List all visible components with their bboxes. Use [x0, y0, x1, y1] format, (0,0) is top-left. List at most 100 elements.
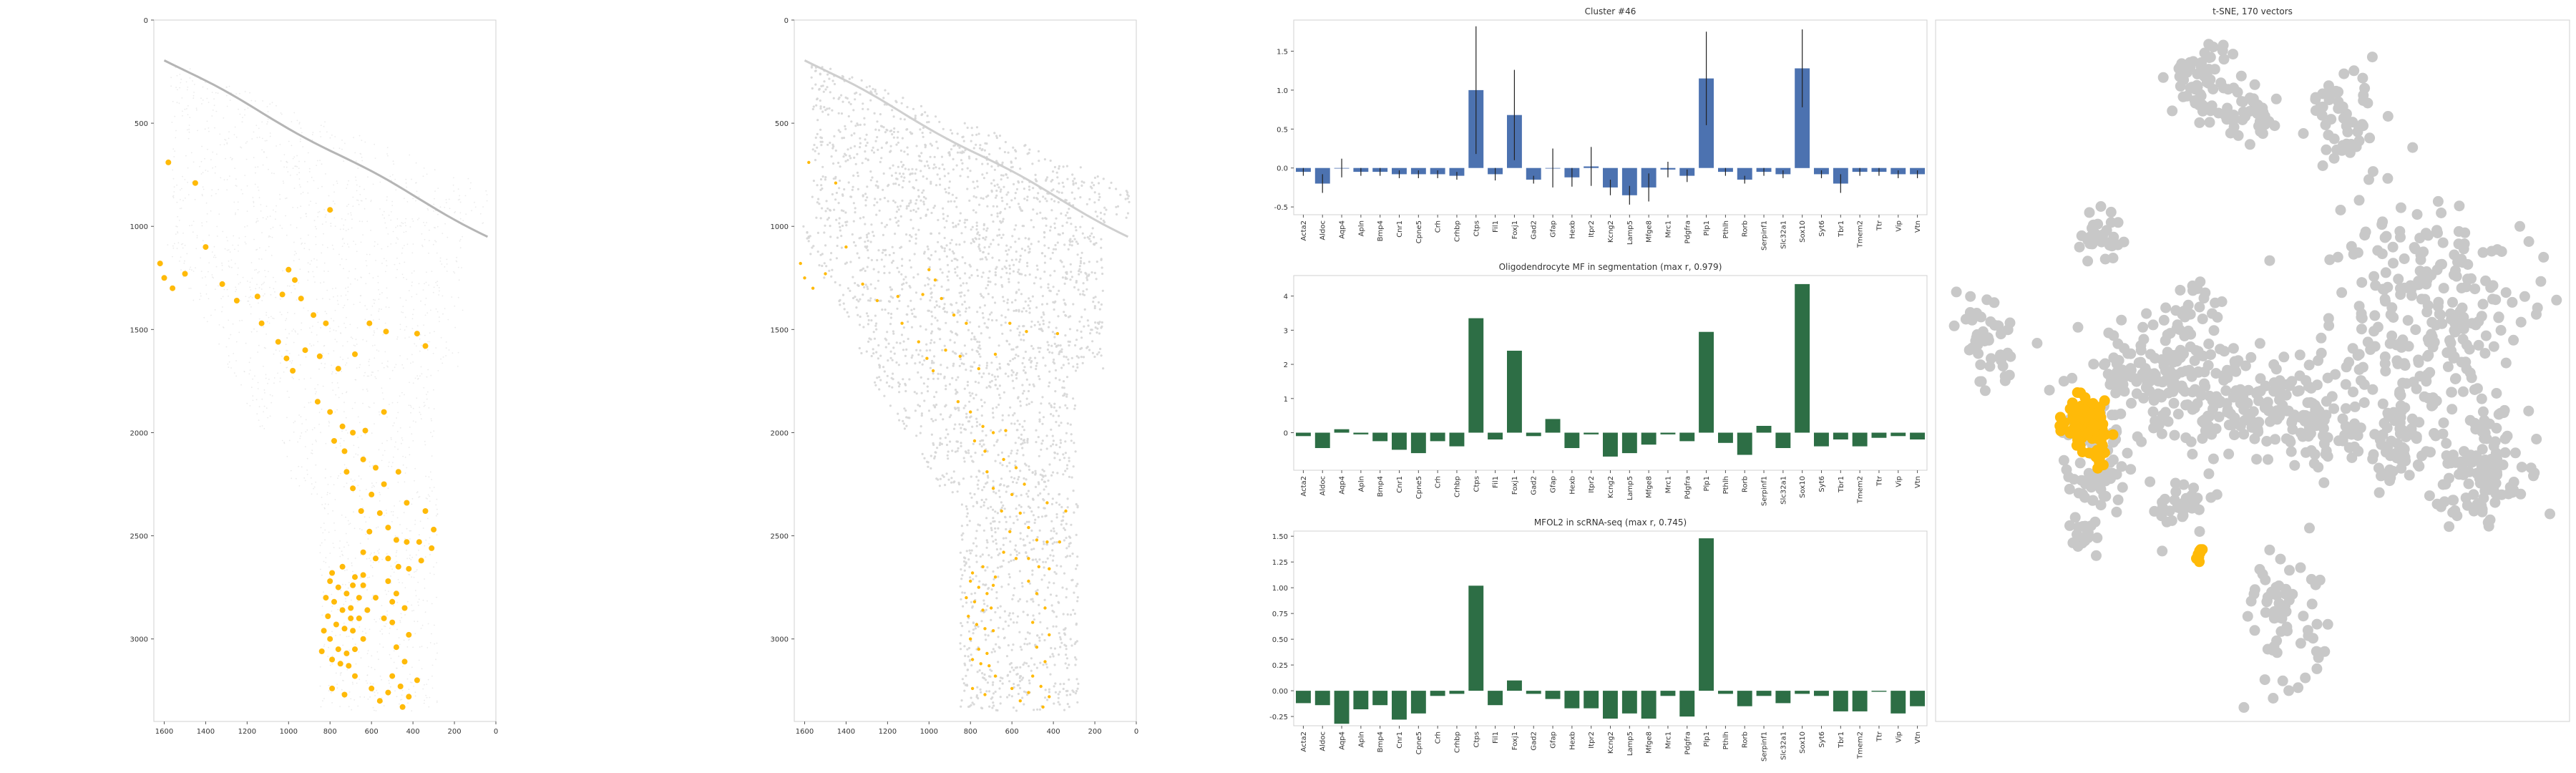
- tsne-point: [2044, 384, 2055, 396]
- tsne-point: [2318, 430, 2328, 442]
- tsne-point: [2253, 395, 2265, 407]
- tsne-point: [2424, 490, 2435, 502]
- tsne-point: [2207, 453, 2219, 465]
- tsne-point: [1951, 286, 1962, 298]
- tsne-point: [2194, 117, 2205, 128]
- x-tick-label: Foxj1: [1511, 220, 1519, 239]
- highlight-point: [834, 181, 838, 185]
- tsne-point: [2416, 450, 2427, 462]
- x-tick-label: 1000: [920, 728, 938, 736]
- tsne-point: [2392, 358, 2404, 369]
- tsne-point: [2396, 462, 2407, 474]
- tsne-point: [2358, 95, 2369, 106]
- tsne-point: [2507, 296, 2518, 308]
- tsne-point: [2156, 392, 2167, 403]
- y-tick-label: 1.0: [1277, 87, 1288, 95]
- highlight-point: [958, 354, 962, 358]
- bar: [1353, 432, 1369, 434]
- tsne-point: [2353, 135, 2365, 147]
- tsne-point: [2222, 372, 2233, 384]
- y-tick-label: 0.50: [1272, 636, 1288, 644]
- tsne-point: [2306, 413, 2318, 424]
- tsne-point: [2278, 351, 2290, 363]
- x-tick-label: Apln: [1357, 476, 1365, 492]
- y-tick-label: 0.75: [1272, 611, 1288, 618]
- tsne-point: [2333, 435, 2344, 447]
- highlight-point: [991, 583, 995, 587]
- x-tick-label: Tbr1: [1838, 476, 1845, 493]
- scrnaseq-bar-chart: MFOL2 in scRNA-seq (max r, 0.745) -0.25 0.…: [1269, 517, 1928, 762]
- y-tick-label: 2: [1284, 361, 1288, 369]
- tsne-point: [2304, 522, 2315, 534]
- highlight-point: [339, 607, 346, 613]
- tsne-point: [2254, 564, 2265, 575]
- tsne-point: [2187, 449, 2198, 460]
- highlight-point: [311, 312, 317, 319]
- tsne-point: [2431, 264, 2443, 276]
- x-tick-label: Kcng2: [1607, 220, 1615, 243]
- bar: [1814, 691, 1829, 696]
- highlight-point: [993, 674, 997, 678]
- tsne-point: [2323, 320, 2335, 331]
- highlight-point: [331, 598, 337, 605]
- x-tick-label: 1200: [879, 728, 897, 736]
- bar: [1603, 432, 1618, 457]
- tsne-point: [2409, 242, 2420, 253]
- tsne-point: [2432, 195, 2444, 207]
- tsne-point: [2105, 206, 2117, 218]
- tsne-point: [2416, 274, 2428, 286]
- tsne-point: [2528, 470, 2539, 482]
- tsne-point: [2173, 63, 2185, 74]
- highlight-point: [1014, 466, 1018, 470]
- tsne-point: [2195, 89, 2206, 100]
- tsne-point: [2444, 521, 2455, 533]
- tsne-point: [2385, 450, 2396, 462]
- tsne-point: [2422, 230, 2434, 241]
- x-tick-label: Plp1: [1703, 476, 1711, 492]
- tsne-point: [2107, 437, 2119, 448]
- x-tick-label: Crhbp: [1453, 731, 1461, 753]
- x-tick-label: Tbr1: [1838, 220, 1845, 238]
- bar: [1449, 167, 1465, 176]
- tsne-point: [2145, 349, 2156, 360]
- tsne-point: [2406, 284, 2416, 296]
- tsne-point: [2169, 495, 2180, 506]
- tsne-point: [2366, 52, 2378, 63]
- highlight-point: [327, 409, 333, 415]
- highlight-point: [803, 276, 806, 280]
- tsne-point: [2095, 500, 2107, 511]
- tsne-point: [2477, 298, 2489, 310]
- highlight-point: [389, 598, 396, 605]
- bar: [1852, 691, 1868, 711]
- tsne-point: [1997, 361, 2009, 371]
- tsne-point: [2372, 245, 2384, 256]
- y-tick-label: 1000: [771, 223, 789, 231]
- x-tick-label: Fil1: [1492, 476, 1500, 488]
- x-tick-label: Rorb: [1742, 731, 1750, 748]
- tsne-point: [2238, 404, 2250, 415]
- highlight-point: [422, 508, 429, 514]
- tsne-point: [2326, 87, 2337, 98]
- highlight-point: [1043, 606, 1047, 610]
- tsne-point: [2223, 419, 2235, 431]
- tsne-point: [2457, 386, 2469, 397]
- highlight-point: [983, 449, 987, 453]
- y-tick-label: 3: [1284, 327, 1288, 335]
- tsne-point: [2199, 378, 2210, 389]
- highlight-point: [1035, 592, 1039, 595]
- tsne-point: [2477, 444, 2488, 455]
- tsne-point: [2316, 347, 2327, 359]
- highlight-point: [364, 607, 371, 613]
- highlight-point: [325, 613, 331, 619]
- tsne-point: [2453, 238, 2464, 250]
- tsne-point: [2208, 325, 2220, 336]
- highlight-point: [404, 539, 410, 545]
- tsne-point: [2074, 241, 2085, 253]
- plot-frame: [153, 19, 497, 722]
- tsne-point: [2305, 427, 2316, 439]
- x-tick-label: Vip: [1895, 476, 1903, 487]
- highlight-point: [896, 295, 900, 298]
- tsne-point: [2218, 39, 2229, 51]
- x-tick-label: Crhbp: [1453, 220, 1461, 242]
- tsne-point: [2245, 351, 2257, 363]
